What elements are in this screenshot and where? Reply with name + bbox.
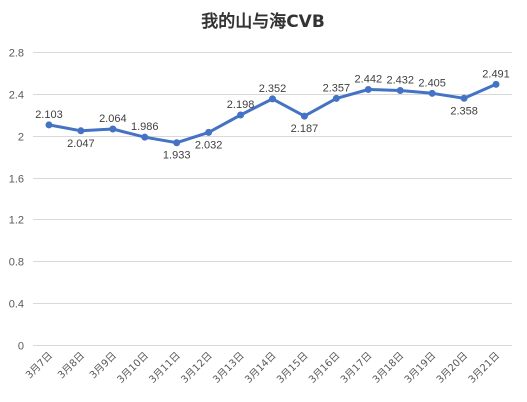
y-tick-label: 2.8 (9, 48, 24, 60)
y-tick-label: 0.8 (9, 257, 24, 269)
data-label: 2.198 (227, 99, 255, 111)
x-tick-label: 3月10日 (115, 350, 151, 386)
x-tick-label: 3月20日 (434, 350, 470, 386)
x-tick-label: 3月17日 (338, 350, 374, 386)
x-tick-label: 3月16日 (306, 350, 342, 386)
x-tick-label: 3月8日 (55, 350, 87, 382)
x-tick-label: 3月18日 (370, 350, 406, 386)
data-label: 1.933 (163, 150, 191, 162)
y-tick-label: 1.2 (9, 215, 24, 227)
series-layer (45, 80, 500, 147)
data-point (364, 85, 372, 93)
x-tick-label: 3月12日 (179, 350, 215, 386)
data-point (45, 121, 53, 129)
y-tick-label: 0 (18, 341, 24, 353)
data-point (269, 95, 276, 103)
x-tick-label: 3月7日 (23, 350, 55, 382)
data-label: 2.358 (450, 105, 478, 117)
x-tick-label: 3月19日 (402, 350, 438, 386)
data-point (396, 87, 404, 95)
data-label: 2.032 (195, 139, 223, 151)
data-point (492, 80, 500, 88)
data-label: 2.352 (259, 83, 287, 95)
data-point (300, 112, 308, 120)
y-tick-label: 2 (18, 132, 24, 144)
x-tick-label: 3月9日 (87, 350, 119, 382)
data-label: 2.187 (291, 123, 319, 135)
data-point (237, 111, 245, 119)
x-tick-label: 3月11日 (147, 350, 183, 386)
data-point (77, 127, 85, 135)
data-label: 2.047 (67, 138, 95, 150)
data-label: 1.986 (131, 121, 159, 133)
data-label: 2.442 (355, 73, 383, 85)
data-point (173, 139, 181, 147)
data-labels: 2.103 2.047 2.064 1.986 1.933 2.032 2.198 2.352… (35, 68, 510, 161)
data-point (332, 94, 340, 102)
x-tick-label: 3月15日 (274, 350, 310, 386)
x-tick-label: 3月21日 (466, 350, 502, 386)
data-point (460, 94, 468, 102)
data-point (205, 128, 213, 136)
y-tick-label: 1.6 (9, 174, 24, 186)
data-point (141, 133, 149, 141)
data-label: 2.103 (35, 109, 63, 121)
chart-title: 我的山与海CVB (201, 11, 325, 32)
data-label: 2.432 (386, 75, 414, 87)
x-axis-ticks: 3月7日 3月8日 3月9日3月10日3月11日3月12日3月13日3月14日3月1… (23, 350, 502, 386)
data-label: 2.491 (482, 68, 510, 80)
y-tick-label: 0.4 (9, 299, 24, 311)
data-point (428, 89, 436, 97)
x-tick-label: 3月13日 (211, 350, 247, 386)
x-tick-label: 3月14日 (242, 350, 278, 386)
data-label: 2.064 (99, 113, 127, 125)
gridlines (33, 52, 512, 346)
data-label: 2.357 (323, 82, 351, 94)
data-label: 2.405 (418, 77, 446, 89)
data-point (109, 125, 117, 133)
y-tick-label: 2.4 (9, 90, 24, 102)
y-axis-ticks: 0 0.4 0.8 1.2 1.6 2 2.4 2.8 (9, 48, 24, 353)
